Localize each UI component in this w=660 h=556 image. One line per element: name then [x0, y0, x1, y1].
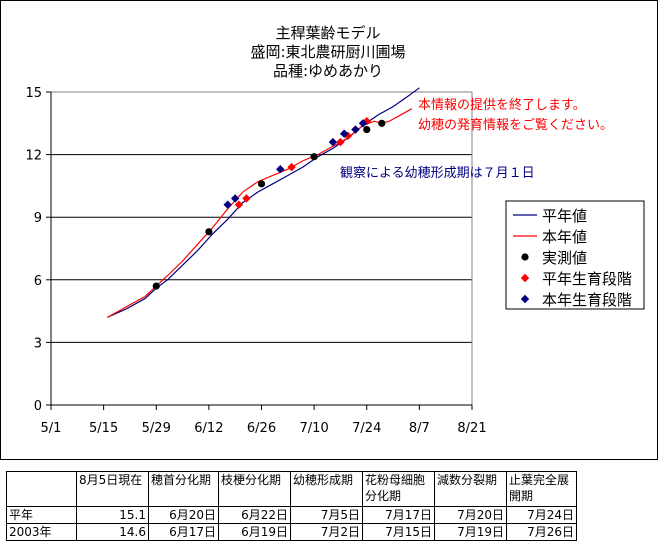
y-tick-label: 9 [34, 211, 42, 226]
annotation-panicle-date: 観察による幼穂形成期は７月１日 [340, 166, 535, 181]
series-layer [107, 87, 420, 318]
legend-label: 平年生育段階 [542, 270, 632, 288]
data-point [339, 129, 349, 138]
x-tick-label: 8/7 [409, 421, 430, 436]
growth-stage-table: 8月5日現在 穂首分化期 枝梗分化期 幼穂形成期 花粉母細胞分化期 減数分裂期 止葉完全展開… [6, 471, 577, 541]
x-tick-label: 7/10 [300, 421, 329, 436]
x-tick-label: 8/21 [457, 421, 486, 436]
data-point [310, 153, 318, 161]
legend-marker-swatch [521, 253, 529, 261]
data-point [358, 119, 368, 128]
table-header-cell: 花粉母細胞分化期 [362, 471, 435, 507]
annotation-end-notice: 本情報の提供を終了します。 [418, 97, 586, 113]
series-line [107, 108, 413, 318]
table-cell: 6月17日 [148, 523, 219, 541]
legend-label: 平年値 [542, 207, 587, 225]
data-point [336, 137, 345, 147]
data-point [363, 125, 371, 134]
table-header-cell [6, 471, 77, 507]
series-2 [107, 108, 413, 318]
legend-label: 本年生育段階 [542, 291, 632, 309]
data-point [351, 125, 360, 134]
data-point [152, 282, 160, 290]
data-point [287, 162, 296, 172]
data-point [242, 194, 251, 203]
table-header-cell: 穂首分化期 [148, 471, 219, 507]
data-point [378, 119, 386, 127]
table-cell: 2003年 [6, 523, 77, 541]
data-point [230, 194, 240, 203]
legend-box [505, 200, 645, 310]
series-4 [234, 117, 371, 209]
x-tick-labels: 5/1 5/15 5/29 6/12 6/26 7/10 7/24 8/7 8/21 [41, 405, 487, 436]
table-header-cell: 8月5日現在 [76, 471, 149, 507]
y-tick-labels: 0 3 6 9 12 15 [25, 86, 51, 414]
table-row: 平年 15.1 6月20日 6月22日 7月5日 7月17日 7月20日 7月24日 [6, 506, 577, 524]
table-header-cell: 枝梗分化期 [218, 471, 291, 507]
y-tick-label: 6 [34, 274, 42, 289]
y-tick-label: 0 [34, 399, 42, 414]
chart-frame [0, 0, 658, 460]
table-cell: 7月24日 [506, 506, 577, 524]
annotations: 本情報の提供を終了します。幼穂の発育情報をご覧ください。観察による幼穂形成期は７… [340, 97, 613, 181]
chart-title-line: 主稈葉齢モデル [275, 24, 380, 42]
table-cell: 7月19日 [434, 523, 507, 541]
table-cell: 平年 [6, 506, 77, 524]
chart-title-line: 盛岡:東北農研厨川圃場 [250, 43, 405, 61]
table-header-cell: 止葉完全展開期 [506, 471, 577, 507]
series-line [107, 87, 420, 318]
legend-label: 本年値 [542, 228, 587, 246]
annotation-end-notice: 幼穂の発育情報をご覧ください。 [418, 117, 613, 133]
data-point [257, 180, 266, 188]
data-point [276, 165, 285, 174]
data-point [205, 228, 213, 236]
table-cell: 7月2日 [290, 523, 363, 541]
table-cell: 7月15日 [362, 523, 435, 541]
y-tick-label: 3 [34, 336, 42, 351]
series-5 [223, 119, 368, 209]
data-point [234, 200, 244, 209]
table-cell: 7月26日 [506, 523, 577, 541]
table-header-cell: 幼穂形成期 [290, 471, 363, 507]
axes [50, 92, 472, 406]
table-cell: 15.1 [76, 506, 149, 524]
x-tick-label: 6/26 [247, 421, 276, 436]
legend-marker-swatch [520, 273, 530, 283]
table-cell: 14.6 [76, 523, 149, 541]
table-row: 2003年 14.6 6月17日 6月19日 7月2日 7月15日 7月19日 7月26日 [6, 523, 577, 541]
x-tick-label: 5/29 [142, 421, 171, 436]
growth-stage-table-wrap: 8月5日現在 穂首分化期 枝梗分化期 幼穂形成期 花粉母細胞分化期 減数分裂期 止葉完全展開… [6, 471, 577, 541]
table-cell: 7月17日 [362, 506, 435, 524]
table-header-cell: 減数分裂期 [434, 471, 507, 507]
table-cell: 7月5日 [290, 506, 363, 524]
table-cell: 6月19日 [218, 523, 291, 541]
table-cell: 6月22日 [218, 506, 291, 524]
y-tick-label: 15 [25, 86, 42, 101]
x-tick-label: 5/1 [41, 421, 62, 436]
table-header-row: 8月5日現在 穂首分化期 枝梗分化期 幼穂形成期 花粉母細胞分化期 減数分裂期 止葉完全展開… [6, 471, 577, 507]
table-cell: 7月20日 [434, 506, 507, 524]
data-point [223, 200, 232, 209]
chart-title-line: 品種:ゆめあかり [273, 62, 383, 80]
series-3 [152, 119, 386, 290]
data-point [328, 137, 338, 147]
x-tick-label: 6/12 [194, 421, 223, 436]
x-tick-label: 7/24 [352, 421, 381, 436]
y-tick-label: 12 [25, 149, 42, 164]
plot-area [50, 91, 473, 406]
x-tick-label: 5/15 [89, 421, 118, 436]
legend-marker-swatch [520, 294, 530, 304]
grid-lines [51, 91, 472, 343]
series-1 [107, 87, 420, 318]
table-cell: 6月20日 [148, 506, 219, 524]
legend-label: 実測値 [542, 249, 587, 267]
